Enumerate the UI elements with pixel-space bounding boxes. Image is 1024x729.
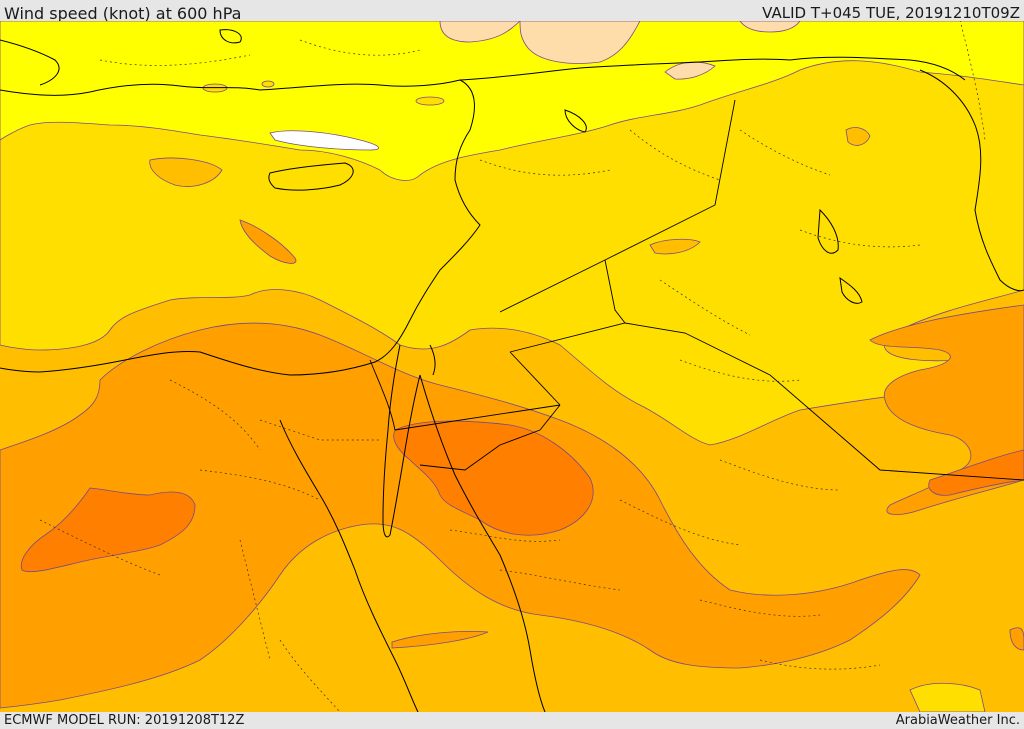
patch-30-40-a (149, 157, 223, 187)
valid-time: VALID T+045 TUE, 20191210T09Z (762, 4, 1020, 22)
model-run: ECMWF MODEL RUN: 20191208T12Z (4, 713, 245, 728)
admin-boundaries (39, 21, 986, 712)
band-50-60-west (20, 487, 196, 573)
patch-40-50-sinai (391, 631, 489, 649)
band-50-60-east (928, 449, 1024, 496)
wind-speed-map[interactable] (0, 21, 1024, 712)
band-10-20 (0, 21, 1024, 181)
band-40-50-se (1009, 627, 1024, 651)
patch-20-30-b (415, 96, 445, 106)
coastlines (0, 29, 1024, 712)
country-borders (369, 99, 1024, 481)
band-lt10 (269, 130, 380, 151)
patch-30-40-b (649, 238, 701, 255)
footer-bar: ECMWF MODEL RUN: 20191208T12Z ArabiaWeat… (0, 712, 1024, 729)
patch-yellow-sw (909, 682, 986, 712)
patch-40-50-a (239, 219, 297, 264)
band-low-c (664, 61, 716, 80)
band-40-50 (0, 322, 921, 709)
header-bar: Wind speed (knot) at 600 hPa VALID T+045… (0, 0, 1024, 23)
band-low-d (739, 21, 801, 33)
credit: ArabiaWeather Inc. (895, 713, 1020, 728)
band-low-a (439, 21, 521, 43)
patch-20-30-c (261, 80, 275, 88)
map-title: Wind speed (knot) at 600 hPa (4, 4, 242, 23)
patch-30-40-c (845, 127, 871, 146)
band-low-b (519, 21, 641, 64)
band-50-60-center (393, 420, 594, 536)
